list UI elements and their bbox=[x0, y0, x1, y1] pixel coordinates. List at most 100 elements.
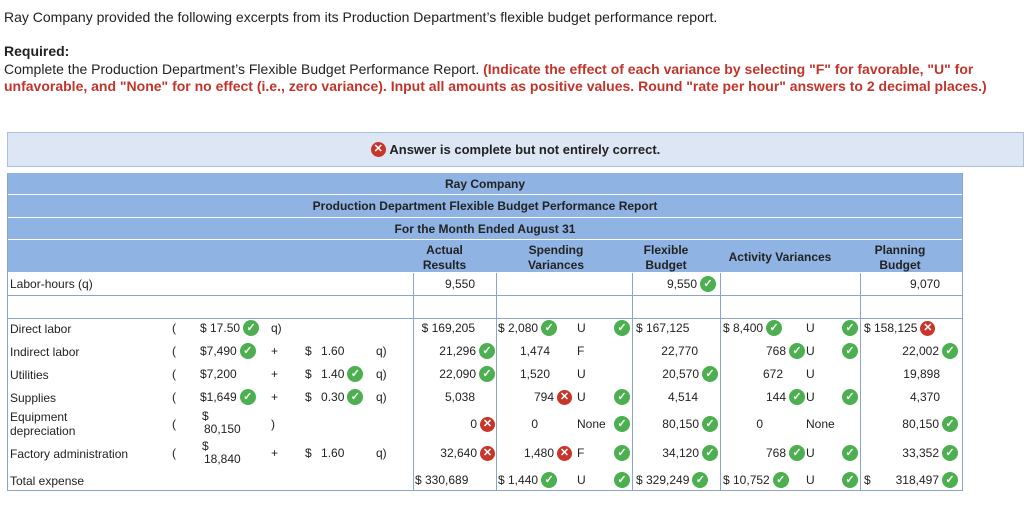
equipment-depreciation-planning[interactable]: 80,150 ✓ bbox=[864, 414, 958, 434]
correct-check-icon: ✓ bbox=[347, 366, 364, 382]
grid-line bbox=[632, 273, 633, 491]
supplies-spending-effect[interactable]: U bbox=[577, 390, 586, 404]
direct-labor-planning[interactable]: $ 158,125 ✕ bbox=[864, 318, 936, 338]
direct-labor-activity[interactable]: $ 8,400 ✓ bbox=[723, 318, 783, 338]
equipment-depreciation-spending-effect[interactable]: None bbox=[577, 417, 606, 431]
supplies-fixed[interactable]: $1,649 ✓ bbox=[200, 387, 256, 407]
factory-administration-activity-effect[interactable]: U bbox=[806, 446, 815, 460]
supplies-spending[interactable]: 794 ✕ bbox=[498, 387, 572, 407]
total-spending[interactable]: $ 1,440 ✓ bbox=[498, 470, 558, 490]
incorrect-icon: ✕ bbox=[370, 142, 386, 157]
supplies-activity[interactable]: 144 ✓ bbox=[723, 387, 805, 407]
correct-check-icon: ✓ bbox=[789, 389, 805, 405]
total-flexible[interactable]: $ 329,249 ✓ bbox=[636, 470, 709, 490]
equipment-depreciation-fixed[interactable]: $80,150 bbox=[202, 409, 241, 436]
col-spending-variances: Spending Variances bbox=[527, 243, 585, 272]
supplies-rate[interactable]: $ 0.30 ✓ bbox=[305, 387, 364, 407]
equipment-depreciation-flexible[interactable]: 80,150 ✓ bbox=[636, 414, 718, 434]
utilities-fixed[interactable]: $7,200 bbox=[200, 367, 237, 381]
labor-hours-flexible[interactable]: 9,550 ✓ bbox=[634, 274, 716, 294]
row-label-equipment-depreciation: Equipment depreciation bbox=[10, 410, 76, 438]
correct-check-icon: ✓ bbox=[942, 472, 958, 488]
direct-labor-rate[interactable]: $ 17.50 ✓ bbox=[200, 318, 260, 338]
grid-line bbox=[496, 273, 497, 491]
correct-check-icon: ✓ bbox=[789, 445, 805, 461]
indirect-labor-activity[interactable]: 768 ✓ bbox=[723, 341, 805, 361]
factory-administration-activity[interactable]: 768 ✓ bbox=[723, 443, 805, 463]
row-label-factory-administration: Factory administration bbox=[10, 447, 129, 461]
utilities-activity: 672 bbox=[762, 367, 783, 381]
correct-check-icon: ✓ bbox=[614, 387, 630, 407]
correct-check-icon: ✓ bbox=[789, 343, 805, 359]
total-spending-effect[interactable]: U bbox=[577, 473, 586, 487]
total-activity-effect[interactable]: U bbox=[806, 473, 815, 487]
q-label: q) bbox=[376, 446, 387, 460]
correct-check-icon: ✓ bbox=[766, 320, 783, 336]
correct-check-icon: ✓ bbox=[942, 416, 958, 432]
company-name: Ray Company bbox=[444, 176, 526, 191]
plus-sign: + bbox=[271, 446, 279, 460]
factory-administration-actual[interactable]: 32,640 ✕ bbox=[415, 443, 495, 463]
grid-line bbox=[720, 273, 721, 491]
q-label: q) bbox=[376, 390, 387, 404]
open-paren: ( bbox=[172, 321, 176, 335]
row-label-supplies: Supplies bbox=[10, 391, 57, 405]
correct-check-icon: ✓ bbox=[842, 470, 858, 490]
equipment-depreciation-spending: 0 bbox=[531, 417, 538, 431]
instruction-plain: Complete the Production Department’s Fle… bbox=[4, 61, 480, 77]
supplies-activity-effect[interactable]: U bbox=[806, 390, 815, 404]
correct-check-icon: ✓ bbox=[942, 343, 958, 359]
equipment-depreciation-activity-effect[interactable]: None bbox=[806, 417, 835, 431]
direct-labor-spending[interactable]: $ 2,080 ✓ bbox=[498, 318, 558, 338]
grid-line bbox=[860, 273, 861, 491]
total-activity[interactable]: $ 10,752 ✓ bbox=[723, 470, 789, 490]
labor-hours-actual: 9,550 bbox=[444, 277, 475, 291]
incorrect-icon: ✕ bbox=[480, 445, 495, 461]
utilities-spending-effect: U bbox=[577, 367, 586, 381]
correct-check-icon: ✓ bbox=[772, 472, 789, 488]
direct-labor-spending-effect[interactable]: U bbox=[577, 321, 586, 335]
q-label: q) bbox=[376, 367, 387, 381]
indirect-labor-fixed[interactable]: $7,490 ✓ bbox=[200, 341, 256, 361]
utilities-activity-effect: U bbox=[806, 367, 815, 381]
indirect-labor-flexible: 22,770 bbox=[661, 344, 698, 358]
report-period: For the Month Ended August 31 bbox=[394, 221, 576, 236]
correct-check-icon: ✓ bbox=[700, 276, 716, 292]
correct-check-icon: ✓ bbox=[479, 366, 495, 382]
factory-administration-spending-effect[interactable]: F bbox=[577, 446, 585, 460]
open-paren: ( bbox=[172, 344, 176, 358]
total-planning[interactable]: 318,497 ✓ bbox=[880, 470, 958, 490]
indirect-labor-rate[interactable]: $ 1.60 bbox=[305, 344, 345, 358]
factory-administration-fixed[interactable]: $18,840 bbox=[202, 439, 241, 466]
supplies-flexible: 4,514 bbox=[667, 390, 698, 404]
indirect-labor-activity-effect[interactable]: U bbox=[806, 344, 815, 358]
row-label-utilities: Utilities bbox=[10, 368, 49, 382]
open-paren: ( bbox=[172, 446, 176, 460]
indirect-labor-planning[interactable]: 22,002 ✓ bbox=[864, 341, 958, 361]
plus-sign: + bbox=[271, 344, 279, 358]
incorrect-icon: ✕ bbox=[480, 416, 495, 432]
utilities-actual[interactable]: 22,090 ✓ bbox=[415, 364, 495, 384]
factory-administration-spending[interactable]: 1,480 ✕ bbox=[498, 443, 572, 463]
indirect-labor-actual[interactable]: 21,296 ✓ bbox=[415, 341, 495, 361]
factory-administration-planning[interactable]: 33,352 ✓ bbox=[864, 443, 958, 463]
utilities-rate[interactable]: $ 1.40 ✓ bbox=[305, 364, 364, 384]
instructions: Complete the Production Department’s Fle… bbox=[4, 61, 994, 95]
required-heading: Required: bbox=[4, 43, 70, 59]
factory-administration-flexible[interactable]: 34,120 ✓ bbox=[636, 443, 718, 463]
banner-text: Answer is complete but not entirely corr… bbox=[389, 142, 661, 157]
close-paren: ) bbox=[271, 417, 275, 431]
utilities-flexible[interactable]: 20,570 ✓ bbox=[636, 364, 718, 384]
grid-line bbox=[413, 273, 414, 491]
equipment-depreciation-actual[interactable]: 0 ✕ bbox=[415, 414, 495, 434]
indirect-labor-spending-effect: F bbox=[577, 344, 585, 358]
open-paren: ( bbox=[172, 417, 176, 431]
plus-sign: + bbox=[271, 390, 279, 404]
supplies-planning: 4,370 bbox=[909, 390, 940, 404]
correct-check-icon: ✓ bbox=[239, 389, 256, 405]
correct-check-icon: ✓ bbox=[942, 445, 958, 461]
direct-labor-activity-effect[interactable]: U bbox=[806, 321, 815, 335]
grid-line bbox=[7, 318, 963, 319]
correct-check-icon: ✓ bbox=[541, 320, 558, 336]
factory-administration-rate[interactable]: $ 1.60 bbox=[305, 446, 345, 460]
